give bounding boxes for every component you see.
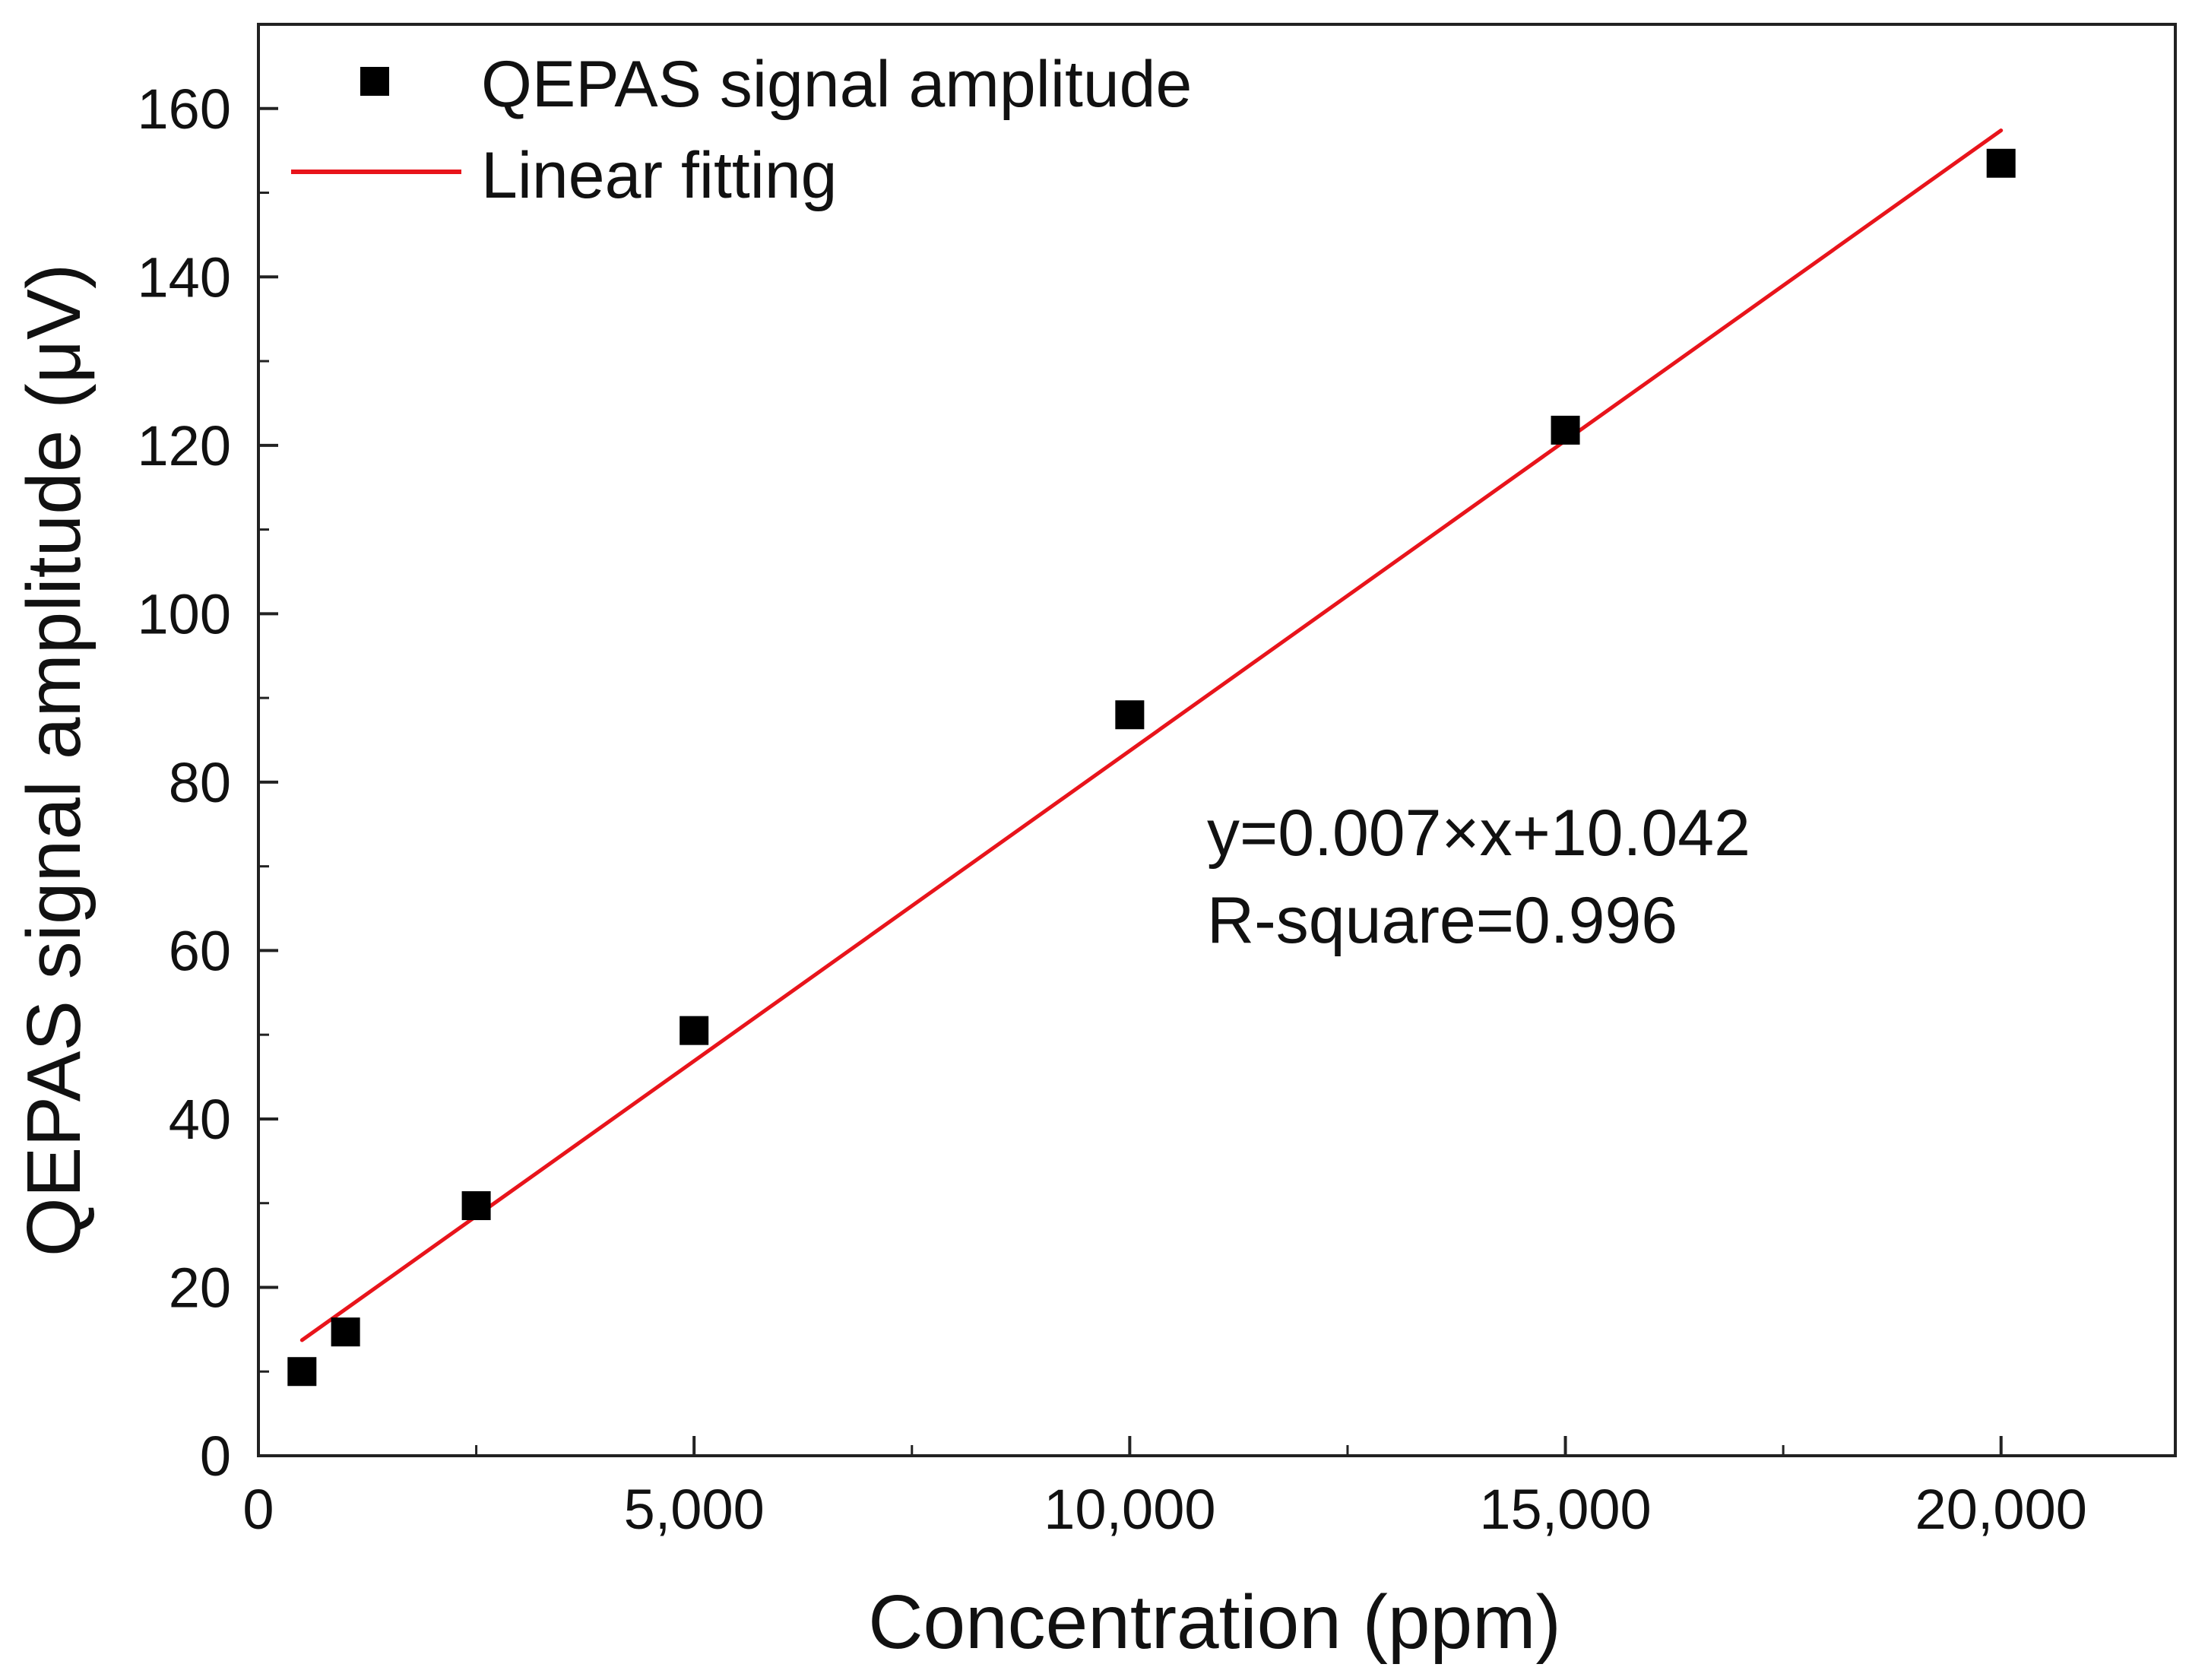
data-point	[1551, 415, 1580, 445]
data-point	[1986, 148, 2016, 178]
x-tick-label: 0	[242, 1478, 274, 1541]
x-tick-label: 5,000	[624, 1478, 765, 1541]
fit-r-square: R-square=0.996	[1207, 884, 1677, 957]
points-layer	[287, 148, 2016, 1387]
fit-layer	[299, 128, 2004, 1342]
y-tick-label: 100	[138, 582, 231, 645]
x-tick-label: 15,000	[1479, 1478, 1651, 1541]
data-point	[1115, 700, 1145, 730]
data-point	[287, 1357, 317, 1387]
data-point	[331, 1317, 360, 1347]
plot-frame-group	[257, 23, 2177, 1457]
plot-frame	[257, 23, 2177, 1457]
y-tick-label: 160	[138, 78, 231, 141]
minor-ticks	[258, 192, 1785, 1456]
data-point	[680, 1016, 709, 1045]
legend-marker-square	[360, 67, 389, 96]
legend-label-fit: Linear fitting	[481, 139, 838, 212]
x-axis-title: Concentration (ppm)	[868, 1580, 1561, 1665]
y-tick-label: 40	[169, 1088, 231, 1151]
fit-annotation: y=0.007×x+10.042 R-square=0.996	[1207, 797, 1750, 957]
x-tick-label: 10,000	[1044, 1478, 1215, 1541]
legend: QEPAS signal amplitude Linear fitting	[291, 48, 1192, 212]
y-tick-label: 80	[169, 751, 231, 814]
y-tick-label: 0	[200, 1425, 231, 1488]
y-tick-label: 140	[138, 246, 231, 309]
legend-label-signal: QEPAS signal amplitude	[481, 48, 1192, 121]
y-axis-title: QEPAS signal amplitude (μV)	[11, 264, 97, 1257]
y-tick-label: 20	[169, 1256, 231, 1319]
x-tick-label: 20,000	[1915, 1478, 2087, 1541]
data-point	[461, 1191, 491, 1221]
y-tick-label: 60	[169, 919, 231, 982]
x-axis: 0 5,000 10,000 15,000 20,000	[242, 1436, 2087, 1541]
fit-line	[299, 128, 2004, 1342]
y-axis: 0 20 40 60 80 100 120 140 160	[138, 78, 278, 1488]
y-tick-label: 120	[138, 414, 231, 477]
fit-equation: y=0.007×x+10.042	[1207, 797, 1750, 870]
